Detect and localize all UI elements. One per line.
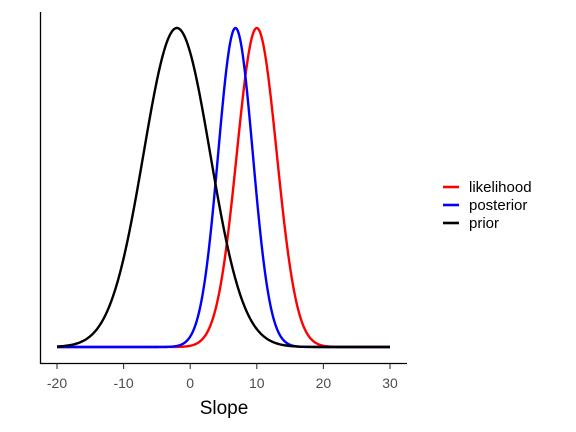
x-tick-label: -20: [47, 375, 67, 391]
series-line-posterior: [56, 26, 391, 349]
x-tick-label: 10: [249, 375, 265, 391]
x-axis-ticks: -20 -10 0 10 20 30: [47, 363, 398, 391]
series-line-prior: [56, 26, 391, 349]
x-tick-label: -10: [113, 375, 133, 391]
legend-label-prior: prior: [469, 215, 499, 232]
x-axis-title: Slope: [200, 398, 249, 419]
x-tick-label: 0: [186, 375, 194, 391]
legend-label-likelihood: likelihood: [469, 179, 532, 196]
legend-label-posterior: posterior: [469, 197, 527, 214]
x-tick-label: 20: [316, 375, 332, 391]
series-line-likelihood: [56, 26, 391, 349]
plot-area: [56, 26, 391, 349]
x-tick-label: 30: [382, 375, 398, 391]
